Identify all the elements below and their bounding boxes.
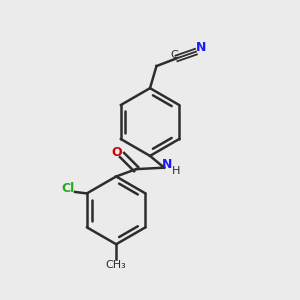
Text: N: N — [196, 41, 207, 54]
Text: N: N — [162, 158, 172, 171]
Text: O: O — [111, 146, 122, 159]
Text: Cl: Cl — [61, 182, 74, 195]
Text: CH₃: CH₃ — [106, 260, 127, 270]
Text: C: C — [170, 50, 178, 60]
Text: H: H — [172, 166, 180, 176]
